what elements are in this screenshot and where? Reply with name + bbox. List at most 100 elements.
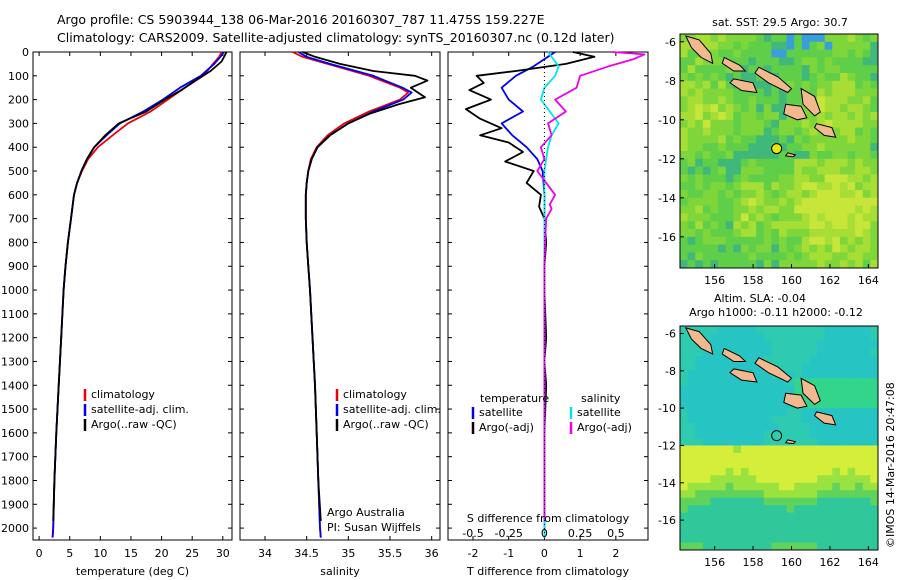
map-cell <box>702 512 711 521</box>
map-cell <box>725 244 734 253</box>
map-cell <box>824 104 833 113</box>
map-cell <box>710 143 719 152</box>
map-cell <box>832 80 841 89</box>
map-cell <box>748 151 757 160</box>
map-cell <box>817 340 826 349</box>
map-cell <box>801 57 810 66</box>
map-cell <box>733 512 742 521</box>
map-cell <box>801 244 810 253</box>
map-cell <box>832 119 841 128</box>
map-cell <box>855 452 864 461</box>
map-cell <box>680 166 689 175</box>
map-cell <box>809 497 818 506</box>
map-cell <box>870 393 879 402</box>
map-cell <box>771 408 780 416</box>
map-cell <box>839 438 848 446</box>
map-cell <box>771 452 780 461</box>
map-cell <box>862 400 871 409</box>
map-cell <box>695 127 704 136</box>
map-cell <box>710 326 719 334</box>
map-cell <box>862 452 871 461</box>
map-cell <box>847 452 856 461</box>
map-cell <box>809 370 818 379</box>
map-cell <box>870 221 879 230</box>
map-cell <box>817 348 826 357</box>
y-tick-label: -12 <box>658 439 676 452</box>
map-cell <box>702 197 711 206</box>
map-cell <box>695 174 704 183</box>
map-cell <box>756 135 765 144</box>
map-cell <box>680 182 689 191</box>
map-cell <box>832 135 841 144</box>
map-cell <box>763 166 772 175</box>
map-cell <box>687 80 696 89</box>
map-cell <box>839 520 848 528</box>
map-cell <box>680 370 689 379</box>
map-cell <box>748 244 757 253</box>
map-cell <box>740 151 749 160</box>
map-cell <box>718 213 727 222</box>
map-cell <box>702 73 711 82</box>
map-cell <box>855 393 864 402</box>
map-cell <box>687 482 696 491</box>
legend-label: Argo(..raw -QC) <box>343 418 429 431</box>
map-cell <box>756 393 765 402</box>
map-cell <box>786 355 795 364</box>
map-cell <box>832 112 841 121</box>
map-cell <box>824 512 833 521</box>
map-cell <box>870 363 879 372</box>
map-cell <box>855 326 864 334</box>
map-cell <box>725 475 734 484</box>
map-cell <box>855 542 864 551</box>
map-cell <box>748 88 757 97</box>
map-cell <box>824 393 833 402</box>
map-cell <box>702 260 711 269</box>
map-cell <box>771 527 780 536</box>
map-cell <box>771 49 780 58</box>
map-cell <box>809 119 818 128</box>
map-cell <box>832 127 841 136</box>
map-cell <box>710 213 719 222</box>
map-cell <box>756 430 765 439</box>
map-cell <box>680 213 689 222</box>
map-cell <box>680 438 689 446</box>
map-cell <box>801 41 810 50</box>
map-cell <box>855 213 864 222</box>
map-cell <box>687 512 696 521</box>
map-cell <box>862 80 871 89</box>
map-cell <box>786 542 795 551</box>
map-cell <box>733 385 742 394</box>
map-cell <box>756 438 765 446</box>
map-cell <box>855 252 864 261</box>
map-cell <box>832 190 841 199</box>
map-cell <box>718 340 727 349</box>
map-cell <box>847 438 856 446</box>
map-cell <box>733 143 742 152</box>
map-cell <box>740 326 749 334</box>
map-cell <box>839 326 848 334</box>
map-cell <box>740 244 749 253</box>
map-cell <box>801 452 810 461</box>
map-cell <box>855 445 864 454</box>
map-cell <box>779 333 788 342</box>
map-cell <box>702 127 711 136</box>
map-cell <box>748 119 757 128</box>
map-cell <box>870 260 879 269</box>
map-cell <box>756 370 765 379</box>
map-cell <box>695 385 704 394</box>
map-cell <box>718 41 727 50</box>
map-cell <box>687 497 696 506</box>
map-cell <box>809 326 818 334</box>
map-cell <box>771 119 780 128</box>
map-cell <box>695 423 704 431</box>
map-cell <box>695 112 704 121</box>
map-cell <box>710 333 719 342</box>
map-cell <box>756 49 765 58</box>
map-cell <box>763 174 772 183</box>
map-cell <box>748 166 757 175</box>
map-cell <box>855 205 864 214</box>
map-cell <box>794 505 803 514</box>
map-cell <box>695 415 704 424</box>
island-shape <box>729 78 758 94</box>
map-cell <box>710 229 719 238</box>
